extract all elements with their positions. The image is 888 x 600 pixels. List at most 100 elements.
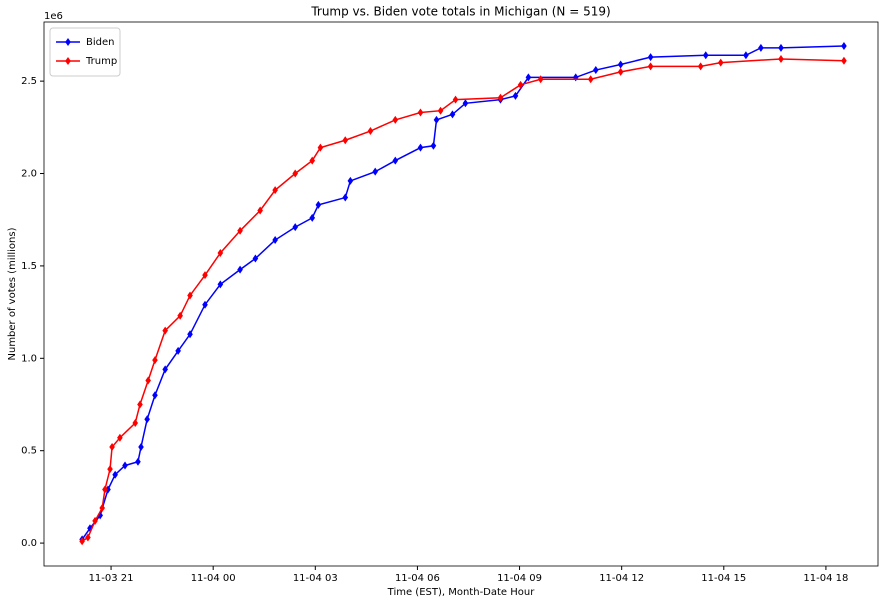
marker bbox=[462, 99, 469, 108]
marker bbox=[162, 365, 168, 374]
y-tick-label: 0.5 bbox=[21, 446, 37, 457]
marker bbox=[697, 62, 704, 71]
marker bbox=[512, 91, 519, 100]
marker bbox=[647, 62, 654, 71]
marker bbox=[417, 108, 424, 117]
marker bbox=[587, 75, 594, 84]
y-offset-label: 1e6 bbox=[44, 11, 63, 22]
marker bbox=[92, 516, 98, 525]
marker bbox=[105, 485, 111, 494]
marker bbox=[572, 73, 579, 82]
marker bbox=[177, 311, 183, 320]
legend-box bbox=[49, 27, 121, 77]
marker bbox=[162, 326, 168, 335]
y-axis-label: Number of votes (millions) bbox=[7, 227, 18, 360]
marker bbox=[758, 43, 764, 52]
y-tick-label: 1.5 bbox=[21, 261, 37, 272]
marker bbox=[252, 254, 259, 263]
marker bbox=[430, 141, 437, 150]
x-tick-label: 11-04 06 bbox=[395, 573, 440, 584]
x-tick-label: 11-04 18 bbox=[803, 573, 848, 584]
marker bbox=[617, 60, 624, 69]
marker bbox=[109, 443, 115, 451]
marker bbox=[778, 43, 784, 52]
marker bbox=[138, 443, 144, 451]
x-tick-label: 11-03 21 bbox=[89, 573, 134, 584]
y-tick-label: 2.0 bbox=[21, 169, 37, 180]
marker bbox=[217, 280, 224, 289]
x-tick-label: 11-04 03 bbox=[293, 573, 338, 584]
legend-marker bbox=[65, 38, 71, 46]
marker bbox=[717, 58, 724, 67]
marker bbox=[237, 226, 243, 235]
marker bbox=[841, 56, 847, 65]
x-tick-label: 11-04 15 bbox=[701, 573, 746, 584]
marker bbox=[175, 346, 181, 355]
marker bbox=[132, 418, 139, 427]
marker bbox=[433, 115, 440, 124]
marker bbox=[392, 115, 399, 124]
legend-marker bbox=[65, 57, 71, 65]
marker bbox=[107, 465, 113, 474]
legend-label: Trump bbox=[85, 56, 117, 67]
marker bbox=[117, 433, 123, 442]
marker bbox=[152, 356, 158, 365]
y-tick-label: 0.0 bbox=[21, 538, 37, 549]
series-line bbox=[81, 45, 844, 540]
marker bbox=[292, 169, 299, 178]
legend-label: Biden bbox=[86, 37, 114, 48]
marker bbox=[187, 291, 193, 300]
marker bbox=[417, 143, 424, 152]
marker bbox=[144, 415, 150, 424]
marker bbox=[272, 236, 278, 245]
marker bbox=[309, 156, 316, 165]
marker bbox=[202, 271, 208, 280]
marker bbox=[145, 376, 151, 385]
marker bbox=[79, 537, 85, 546]
marker bbox=[85, 533, 91, 542]
marker bbox=[525, 73, 532, 82]
marker bbox=[122, 461, 128, 470]
marker bbox=[257, 206, 263, 215]
marker bbox=[309, 213, 316, 222]
plot-frame bbox=[43, 21, 879, 567]
marker bbox=[743, 51, 749, 60]
marker bbox=[347, 176, 354, 185]
y-tick-label: 1.0 bbox=[21, 353, 37, 364]
marker bbox=[593, 66, 599, 75]
marker bbox=[647, 53, 654, 62]
marker bbox=[367, 127, 374, 136]
x-tick-label: 11-04 09 bbox=[497, 573, 542, 584]
marker bbox=[449, 110, 456, 119]
marker bbox=[152, 391, 158, 400]
marker bbox=[342, 193, 349, 202]
marker bbox=[237, 265, 243, 274]
series-line bbox=[81, 58, 844, 542]
chart-title: Trump vs. Biden vote totals in Michigan … bbox=[310, 5, 610, 19]
marker bbox=[99, 503, 106, 512]
marker bbox=[392, 156, 399, 165]
marker bbox=[497, 93, 504, 102]
marker bbox=[702, 51, 709, 60]
marker bbox=[187, 330, 193, 339]
marker bbox=[272, 186, 278, 195]
marker bbox=[217, 248, 224, 257]
marker bbox=[135, 457, 141, 466]
marker bbox=[292, 223, 299, 232]
marker bbox=[137, 400, 143, 409]
marker bbox=[537, 75, 544, 84]
marker bbox=[452, 95, 459, 104]
marker bbox=[102, 485, 108, 494]
marker bbox=[617, 67, 624, 76]
x-axis-label: Time (EST), Month-Date Hour bbox=[387, 587, 536, 598]
marker bbox=[317, 143, 324, 152]
marker bbox=[841, 42, 847, 51]
marker bbox=[342, 136, 349, 145]
marker bbox=[315, 200, 322, 209]
marker bbox=[202, 300, 208, 309]
marker bbox=[517, 80, 524, 89]
marker bbox=[778, 54, 784, 63]
marker bbox=[437, 106, 444, 115]
x-tick-label: 11-04 00 bbox=[191, 573, 236, 584]
